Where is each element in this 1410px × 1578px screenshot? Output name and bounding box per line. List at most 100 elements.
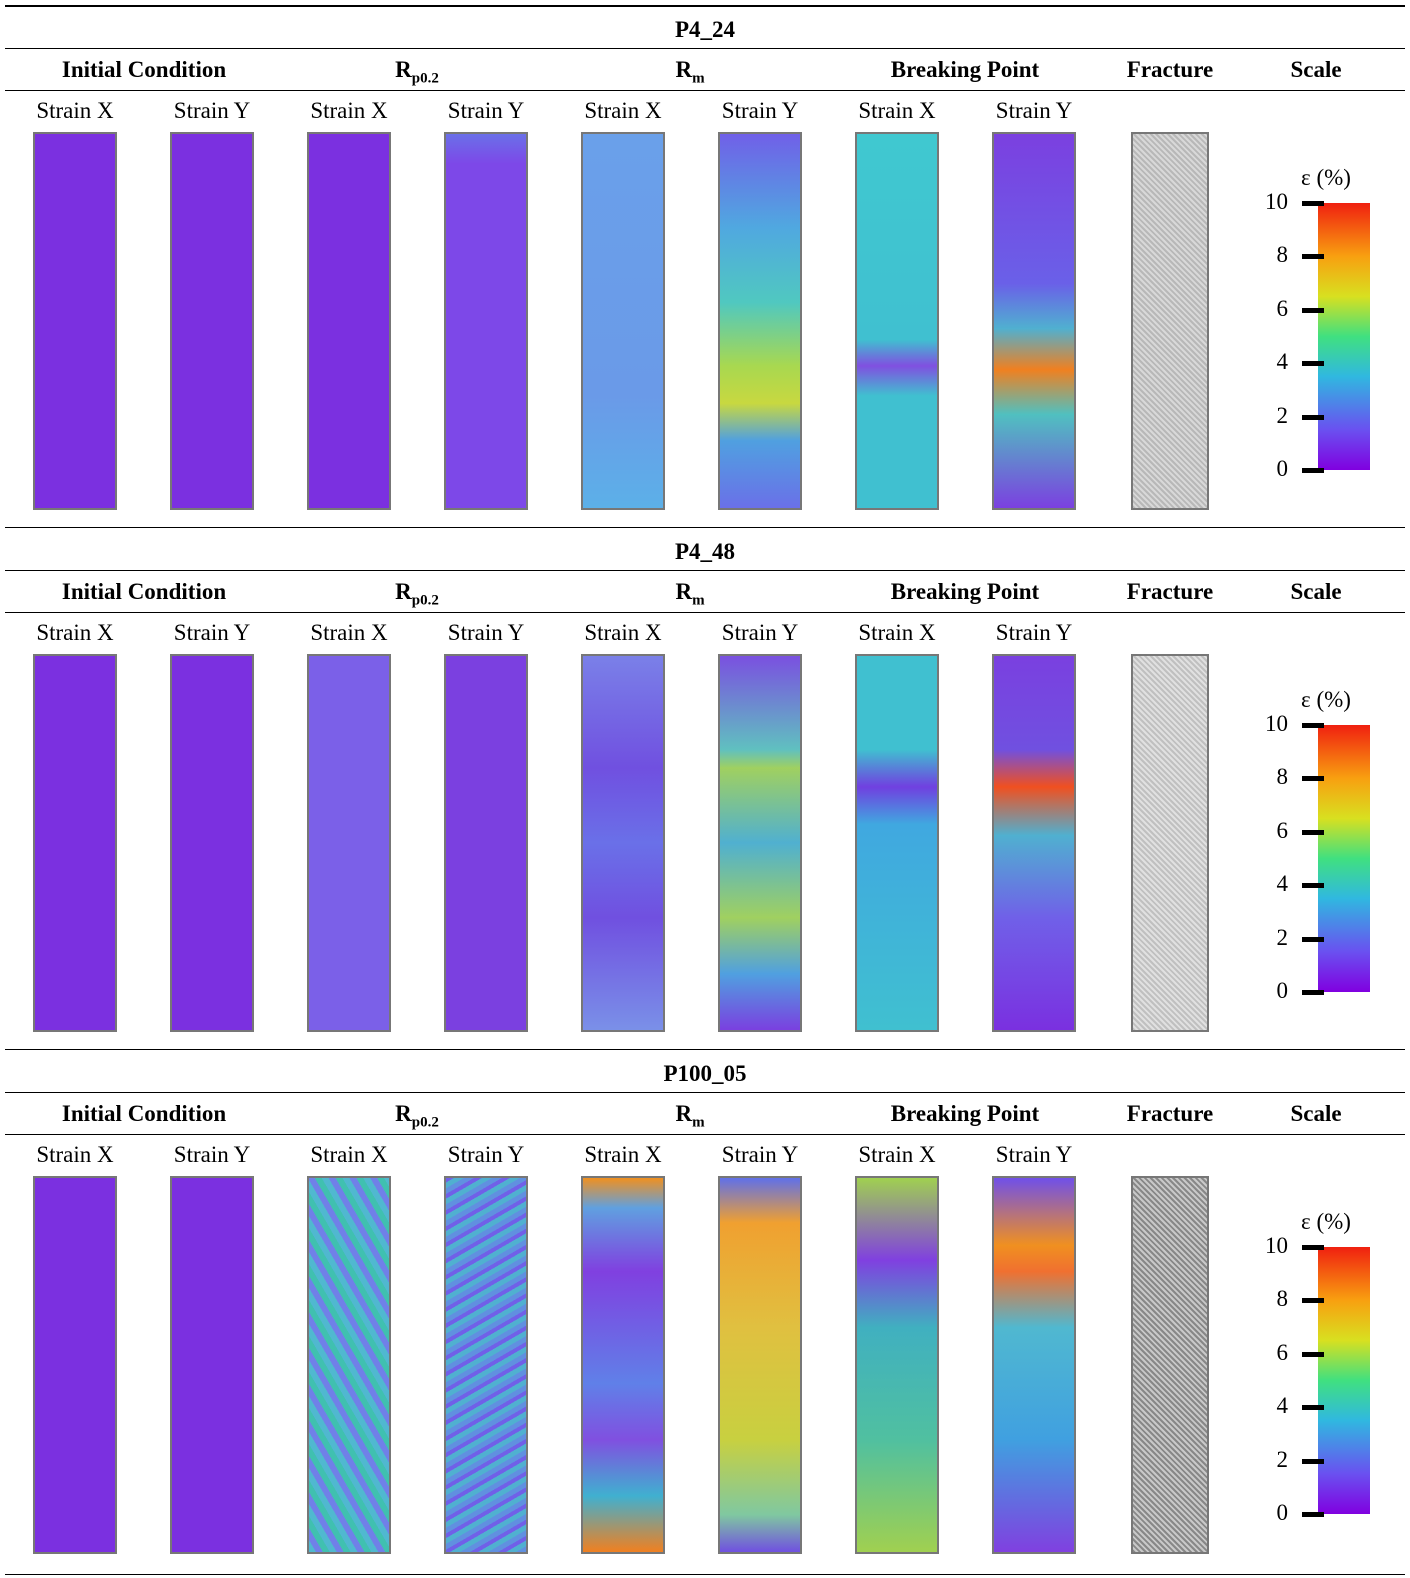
column-header: Rp0.2 — [395, 57, 439, 88]
colorbar — [1318, 1247, 1370, 1514]
strain-label: Strain X — [858, 1142, 936, 1167]
section-title: P4_24 — [674, 17, 736, 42]
column-header: Scale — [1290, 1101, 1341, 1127]
scale-tick — [1302, 723, 1324, 728]
scale-tick-label: 6 — [1276, 817, 1289, 843]
fracture-image — [1131, 1176, 1209, 1554]
strain-map — [581, 132, 665, 510]
rule — [5, 527, 1405, 528]
column-header: Initial Condition — [62, 1101, 226, 1127]
strain-label: Strain X — [858, 620, 936, 645]
scale-tick — [1302, 254, 1324, 260]
header-text: R — [395, 579, 412, 604]
strain-label: Strain Y — [721, 1142, 799, 1167]
header-text: R — [675, 1101, 693, 1126]
header-text: Initial Condition — [61, 579, 227, 604]
strain-map — [307, 132, 391, 510]
strain-map — [444, 132, 528, 510]
strain-map — [581, 654, 665, 1032]
column-header: Breaking Point — [891, 1101, 1039, 1127]
strain-map — [718, 654, 802, 1032]
scale-tick-label: 0 — [1276, 978, 1289, 1003]
column-header: Fracture — [1127, 57, 1213, 83]
scale-tick — [1302, 1512, 1324, 1517]
scale-tick-label: 8 — [1276, 1286, 1289, 1312]
header-text: Scale — [1290, 57, 1342, 82]
strain-label: Strain X — [584, 98, 662, 123]
header-subscript: p0.2 — [411, 1114, 439, 1131]
strain-map — [444, 1176, 528, 1554]
strain-map — [992, 1176, 1076, 1554]
column-header: Initial Condition — [62, 57, 226, 83]
rule — [5, 570, 1405, 571]
scale-tick — [1302, 1351, 1324, 1357]
header-text: Fracture — [1126, 1101, 1214, 1126]
column-header: Scale — [1290, 57, 1341, 83]
scale-tick — [1302, 936, 1324, 942]
strain-map — [33, 1176, 117, 1554]
scale-tick-label: 6 — [1276, 1339, 1289, 1365]
header-text: Scale — [1290, 579, 1342, 604]
scale-tick — [1302, 307, 1324, 313]
scale-tick — [1302, 883, 1324, 889]
scale-label: ε (%) — [1301, 1209, 1351, 1234]
rule — [5, 90, 1405, 91]
strain-label: Strain Y — [447, 1142, 525, 1167]
strain-map — [855, 132, 939, 510]
strain-label: Strain Y — [995, 98, 1073, 123]
rule — [5, 1092, 1405, 1093]
scale-tick — [1302, 1245, 1324, 1250]
strain-map — [581, 1176, 665, 1554]
section-title: P100_05 — [663, 1061, 747, 1086]
header-text: Initial Condition — [61, 1101, 227, 1126]
strain-map — [444, 654, 528, 1032]
rule — [5, 612, 1405, 613]
strain-label: Strain X — [310, 98, 388, 123]
strain-label: Strain X — [858, 98, 936, 123]
scale-tick-label: 2 — [1276, 1446, 1289, 1472]
scale-tick-label: 8 — [1276, 764, 1289, 790]
scale-tick — [1302, 361, 1324, 367]
header-text: Breaking Point — [890, 1101, 1040, 1126]
strain-label: Strain X — [310, 620, 388, 645]
rule — [5, 48, 1405, 49]
strain-map — [718, 1176, 802, 1554]
strain-label: Strain Y — [995, 620, 1073, 645]
header-subscript: m — [692, 592, 705, 609]
strain-label: Strain Y — [721, 98, 799, 123]
strain-map — [992, 654, 1076, 1032]
scale-tick — [1302, 829, 1324, 835]
strain-label: Strain Y — [721, 620, 799, 645]
scale-tick-label: 10 — [1265, 1233, 1288, 1258]
rule — [5, 1574, 1405, 1575]
scale-tick-label: 0 — [1276, 1500, 1289, 1525]
strain-label: Strain X — [310, 1142, 388, 1167]
colorbar — [1318, 725, 1370, 992]
strain-map — [718, 132, 802, 510]
header-subscript: m — [692, 70, 705, 87]
scale-tick — [1302, 990, 1324, 995]
strain-map — [855, 654, 939, 1032]
header-text: R — [395, 1101, 412, 1126]
scale-tick-label: 10 — [1265, 711, 1288, 736]
column-header: Rp0.2 — [395, 579, 439, 610]
scale-tick-label: 10 — [1265, 189, 1288, 214]
scale-tick — [1302, 1405, 1324, 1411]
scale-tick — [1302, 776, 1324, 782]
strain-map — [855, 1176, 939, 1554]
scale-tick-label: 4 — [1276, 349, 1289, 375]
scale-tick — [1302, 1298, 1324, 1304]
column-header: Rp0.2 — [395, 1101, 439, 1132]
strain-map — [170, 1176, 254, 1554]
column-header: Rm — [675, 57, 704, 88]
strain-map — [307, 1176, 391, 1554]
column-header: Breaking Point — [891, 579, 1039, 605]
header-text: R — [395, 57, 412, 82]
strain-map — [170, 654, 254, 1032]
strain-map — [170, 132, 254, 510]
scale-tick-label: 6 — [1276, 295, 1289, 321]
column-header: Initial Condition — [62, 579, 226, 605]
header-subscript: p0.2 — [411, 592, 439, 609]
strain-label: Strain Y — [447, 98, 525, 123]
scale-tick-label: 2 — [1276, 402, 1289, 428]
